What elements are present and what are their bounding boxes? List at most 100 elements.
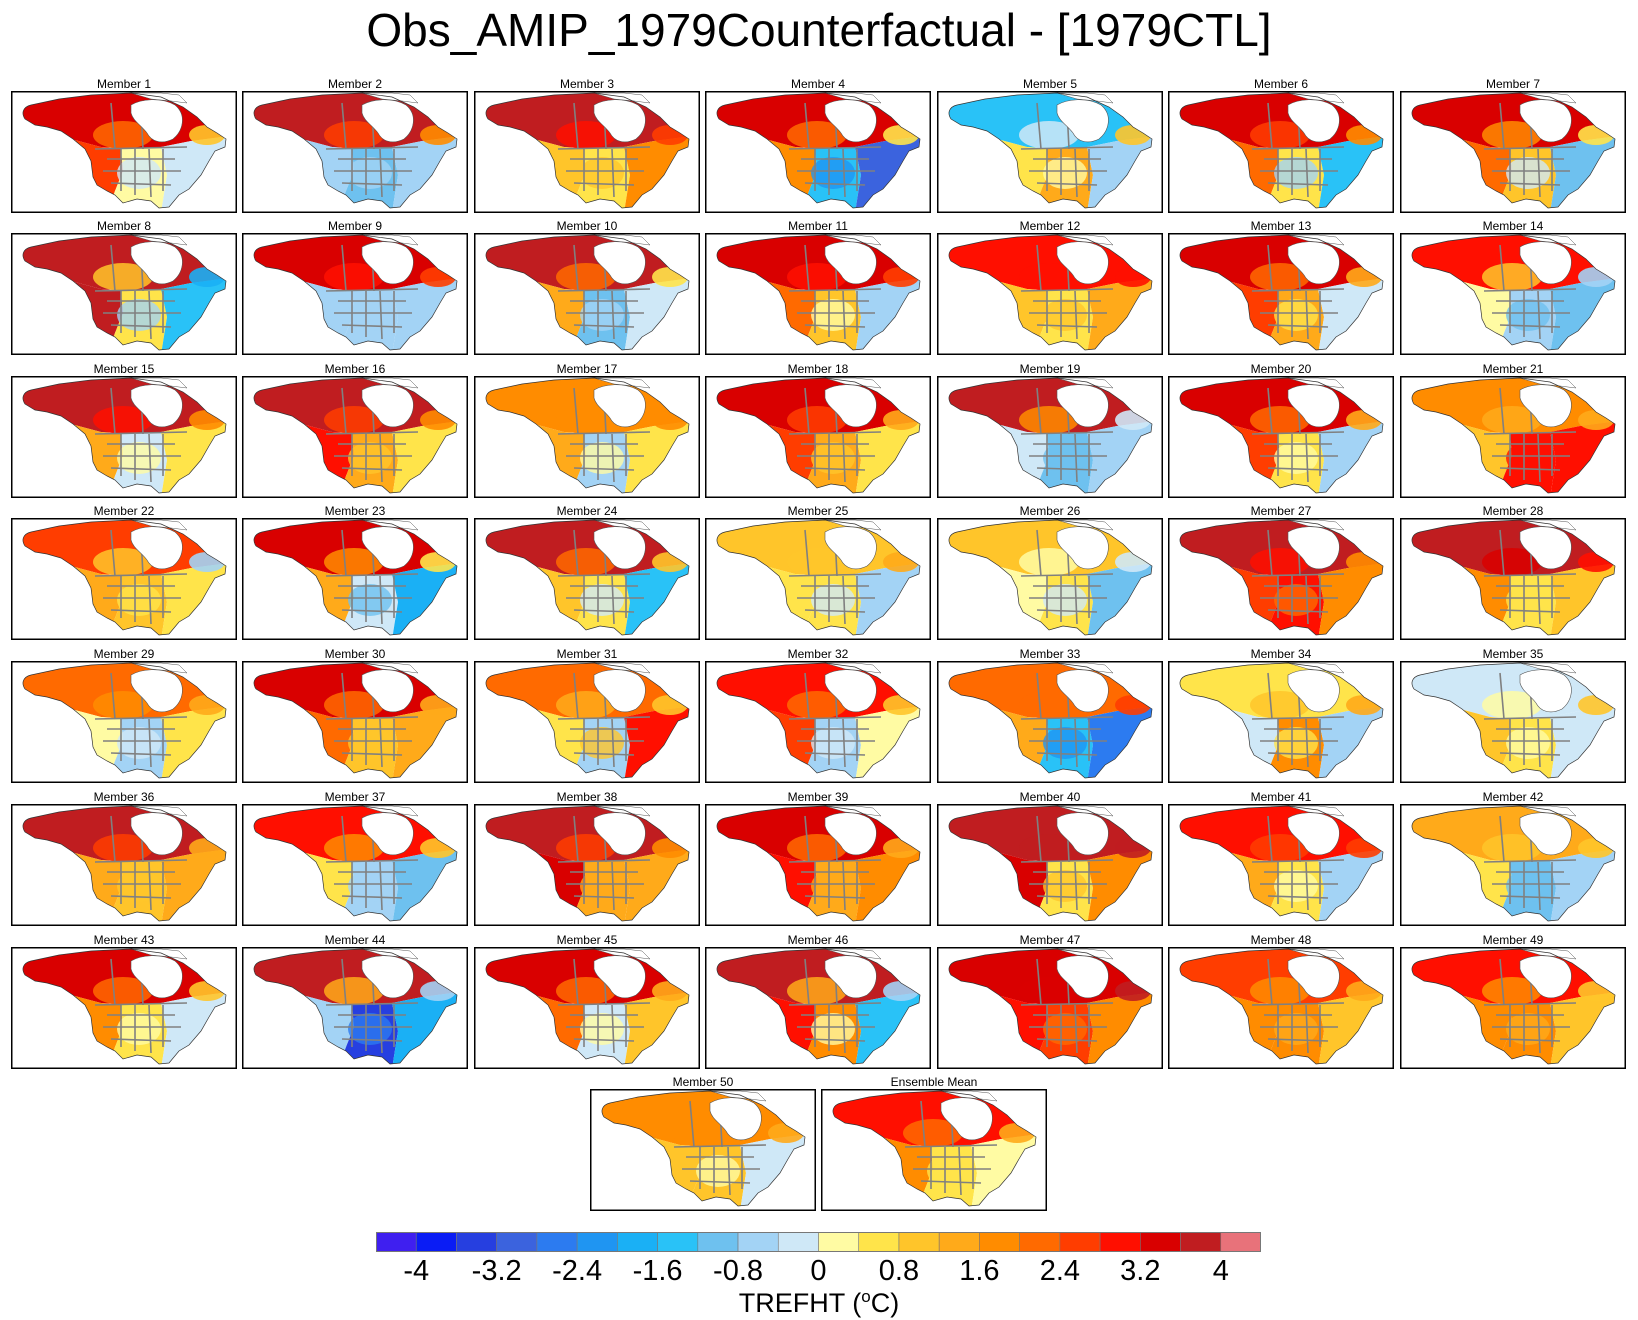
anomaly-map [1400,376,1626,498]
arctic-islands [130,662,188,674]
hudson-bay [593,812,646,856]
hudson-bay [1056,241,1109,285]
region-central-canada [556,406,616,434]
map-panel: Member 33 [937,648,1163,783]
coastline [1411,805,1616,922]
region-central-canada [1482,977,1542,1005]
panel-frame [474,947,700,1069]
arctic-islands [130,948,188,960]
hudson-bay [361,526,414,570]
map-panel: Member 13 [1168,220,1394,355]
region-central-canada [903,1119,963,1147]
region-central-canada [1482,121,1542,149]
map-panel: Member 24 [474,505,700,640]
coastline [1411,377,1616,494]
coastline [1179,805,1384,922]
arctic-islands [1519,662,1577,674]
map-panel: Member 25 [705,505,931,640]
anomaly-map [474,661,700,783]
political-boundaries [325,387,419,483]
map-panel: Member 23 [242,505,468,640]
arctic-islands [593,234,651,246]
political-boundaries [1020,102,1114,198]
panel-frame [1400,661,1626,783]
arctic-islands [361,92,419,104]
panel-title: Member 39 [787,790,849,804]
colorbar-segment [818,1232,860,1252]
hudson-bay [824,384,877,428]
panel-frame [474,233,700,355]
region-central-canada [556,263,616,291]
region-central-canada [556,121,616,149]
arctic-islands [593,92,651,104]
region-central-canada [1019,121,1079,149]
colorbar-segment [1019,1232,1061,1252]
anomaly-map [705,804,931,926]
anomaly-map [11,376,237,498]
panel-title: Member 7 [1485,77,1541,91]
hudson-bay [1056,812,1109,856]
coastline [948,234,1153,351]
colorbar-segment [737,1232,779,1252]
panel-frame [937,376,1163,498]
hudson-bay [130,812,183,856]
anomaly-map [11,947,237,1069]
anomaly-map [1168,518,1394,640]
hudson-bay [1519,669,1572,713]
colorbar-segment [496,1232,538,1252]
map-panel: Member 6 [1168,78,1394,213]
map-panel: Member 1 [11,78,237,213]
hudson-bay [130,384,183,428]
colorbar-title-degree: o [861,1287,871,1306]
panel-title: Member 19 [1019,362,1081,376]
colorbar-tick-label: 3.2 [1120,1255,1161,1287]
panel-frame [11,91,237,213]
hudson-bay [593,526,646,570]
panel-title: Member 9 [327,219,383,233]
anomaly-map [1400,804,1626,926]
arctic-islands [1287,377,1345,389]
political-boundaries [1251,102,1345,198]
hudson-bay [130,526,183,570]
panel-title: Ensemble Mean [890,1075,978,1089]
map-panel: Member 37 [242,791,468,926]
anomaly-map [474,376,700,498]
arctic-islands [824,662,882,674]
panel-title: Member 22 [93,504,155,518]
panel-title: Member 11 [788,219,848,233]
political-boundaries [1251,958,1345,1054]
coastline [485,92,690,209]
panel-title: Member 12 [1019,219,1081,233]
coastline [1179,234,1384,351]
arctic-islands [1056,377,1114,389]
panel-title: Member 16 [324,362,386,376]
region-central-canada [1482,834,1542,862]
map-panel: Ensemble Mean [821,1076,1047,1211]
political-boundaries [325,672,419,768]
panel-frame [11,661,237,783]
map-panel: Member 4 [705,78,931,213]
map-panel: Member 35 [1400,648,1626,783]
region-central-canada [324,406,384,434]
hudson-bay [1056,526,1109,570]
anomaly-map [242,91,468,213]
region-central-canada [1019,834,1079,862]
arctic-islands [1287,92,1345,104]
panel-frame [1168,91,1394,213]
panel-title: Member 40 [1019,790,1081,804]
region-central-canada [1019,548,1079,576]
map-panel: Member 31 [474,648,700,783]
hudson-bay [1056,384,1109,428]
panel-frame [1168,804,1394,926]
coastline [253,377,458,494]
arctic-islands [1056,805,1114,817]
coastline [1179,377,1384,494]
political-boundaries [325,102,419,198]
colorbar-segment [415,1232,457,1252]
anomaly-map [1168,233,1394,355]
coastline [22,377,227,494]
arctic-islands [130,377,188,389]
coastline [485,234,690,351]
arctic-islands [361,519,419,531]
coastline [22,662,227,779]
